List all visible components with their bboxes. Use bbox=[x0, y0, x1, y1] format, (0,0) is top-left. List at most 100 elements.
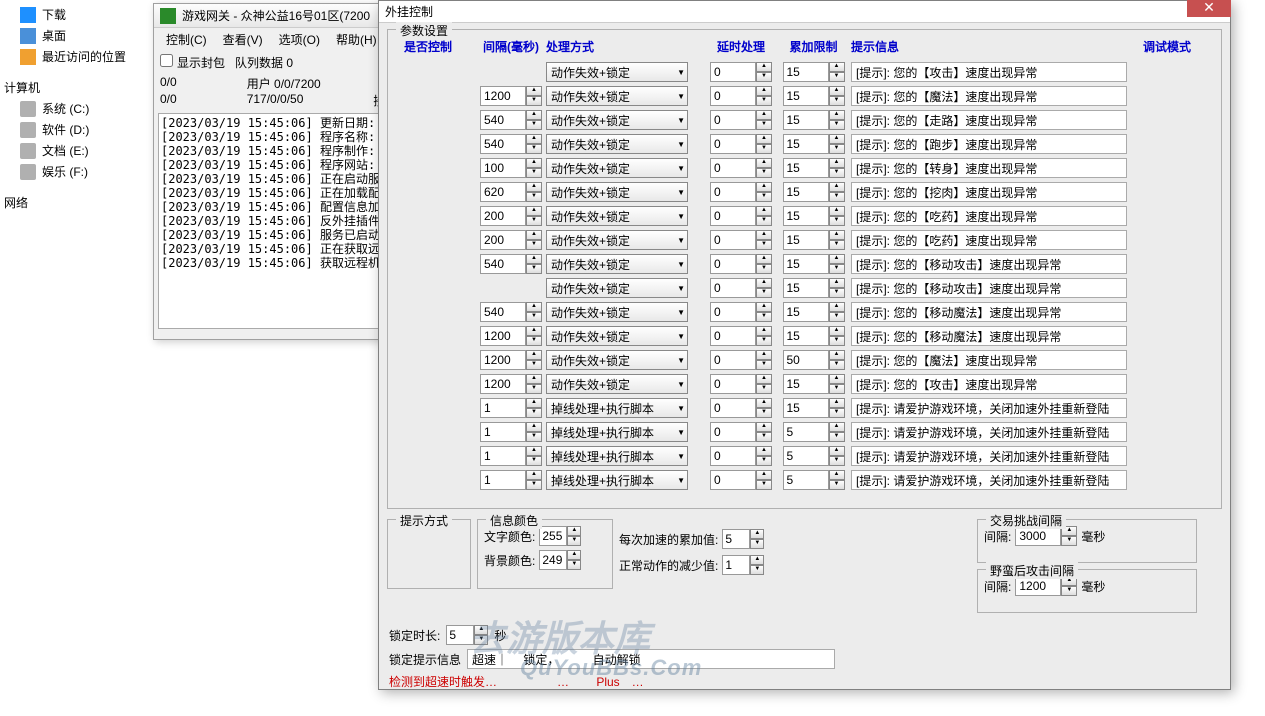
interval-spinner[interactable]: ▲▼ bbox=[480, 326, 542, 346]
delay-spinner[interactable]: ▲▼ bbox=[710, 182, 772, 202]
menu-item[interactable]: 选项(O) bbox=[271, 29, 328, 50]
limit-spinner[interactable]: ▲▼ bbox=[783, 350, 845, 370]
interval-spinner[interactable]: ▲▼ bbox=[480, 110, 542, 130]
limit-spinner[interactable]: ▲▼ bbox=[783, 278, 845, 298]
hint-field[interactable]: [提示]: 您的【移动魔法】速度出现异常 bbox=[851, 326, 1127, 346]
interval-spinner[interactable]: ▲▼ bbox=[480, 254, 542, 274]
limit-spinner[interactable]: ▲▼ bbox=[783, 206, 845, 226]
limit-spinner[interactable]: ▲▼ bbox=[783, 182, 845, 202]
trade-interval-spinner[interactable]: ▲▼ bbox=[1015, 526, 1077, 546]
network-node[interactable]: 网络 bbox=[0, 192, 148, 213]
delay-spinner[interactable]: ▲▼ bbox=[710, 350, 772, 370]
menu-item[interactable]: 帮助(H) bbox=[328, 29, 385, 50]
wild-interval-spinner[interactable]: ▲▼ bbox=[1015, 576, 1077, 596]
method-combo[interactable]: 动作失效+锁定▼ bbox=[546, 182, 688, 202]
hint-field[interactable]: [提示]: 您的【移动魔法】速度出现异常 bbox=[851, 302, 1127, 322]
interval-spinner[interactable]: ▲▼ bbox=[480, 302, 542, 322]
drive-item[interactable]: 娱乐 (F:) bbox=[0, 161, 148, 182]
method-combo[interactable]: 动作失效+锁定▼ bbox=[546, 158, 688, 178]
interval-spinner[interactable]: ▲▼ bbox=[480, 182, 542, 202]
hint-field[interactable]: [提示]: 您的【吃药】速度出现异常 bbox=[851, 230, 1127, 250]
computer-node[interactable]: 计算机 bbox=[0, 77, 148, 98]
reduce-spinner[interactable]: ▲▼ bbox=[722, 555, 764, 575]
delay-spinner[interactable]: ▲▼ bbox=[710, 326, 772, 346]
hint-field[interactable]: [提示]: 您的【跑步】速度出现异常 bbox=[851, 134, 1127, 154]
method-combo[interactable]: 动作失效+锁定▼ bbox=[546, 326, 688, 346]
accum-spinner[interactable]: ▲▼ bbox=[722, 529, 764, 549]
limit-spinner[interactable]: ▲▼ bbox=[783, 422, 845, 442]
interval-spinner[interactable]: ▲▼ bbox=[480, 470, 542, 490]
delay-spinner[interactable]: ▲▼ bbox=[710, 302, 772, 322]
lock-time-spinner[interactable]: ▲▼ bbox=[446, 625, 488, 645]
method-combo[interactable]: 动作失效+锁定▼ bbox=[546, 110, 688, 130]
hint-field[interactable]: [提示]: 请爱护游戏环境，关闭加速外挂重新登陆 bbox=[851, 470, 1127, 490]
interval-spinner[interactable]: ▲▼ bbox=[480, 206, 542, 226]
limit-spinner[interactable]: ▲▼ bbox=[783, 254, 845, 274]
method-combo[interactable]: 动作失效+锁定▼ bbox=[546, 86, 688, 106]
tree-item[interactable]: 最近访问的位置 bbox=[0, 46, 148, 67]
method-combo[interactable]: 动作失效+锁定▼ bbox=[546, 350, 688, 370]
method-combo[interactable]: 掉线处理+执行脚本▼ bbox=[546, 398, 688, 418]
method-combo[interactable]: 动作失效+锁定▼ bbox=[546, 134, 688, 154]
delay-spinner[interactable]: ▲▼ bbox=[710, 278, 772, 298]
delay-spinner[interactable]: ▲▼ bbox=[710, 230, 772, 250]
tree-item[interactable]: 下载 bbox=[0, 4, 148, 25]
delay-spinner[interactable]: ▲▼ bbox=[710, 446, 772, 466]
limit-spinner[interactable]: ▲▼ bbox=[783, 398, 845, 418]
limit-spinner[interactable]: ▲▼ bbox=[783, 158, 845, 178]
delay-spinner[interactable]: ▲▼ bbox=[710, 398, 772, 418]
delay-spinner[interactable]: ▲▼ bbox=[710, 110, 772, 130]
drive-item[interactable]: 文档 (E:) bbox=[0, 140, 148, 161]
hint-field[interactable]: [提示]: 您的【移动攻击】速度出现异常 bbox=[851, 254, 1127, 274]
bg-color-spinner[interactable]: ▲▼ bbox=[539, 550, 581, 570]
method-combo[interactable]: 动作失效+锁定▼ bbox=[546, 374, 688, 394]
limit-spinner[interactable]: ▲▼ bbox=[783, 110, 845, 130]
drive-item[interactable]: 软件 (D:) bbox=[0, 119, 148, 140]
method-combo[interactable]: 动作失效+锁定▼ bbox=[546, 230, 688, 250]
delay-spinner[interactable]: ▲▼ bbox=[710, 422, 772, 442]
delay-spinner[interactable]: ▲▼ bbox=[710, 158, 772, 178]
drive-item[interactable]: 系统 (C:) bbox=[0, 98, 148, 119]
method-combo[interactable]: 掉线处理+执行脚本▼ bbox=[546, 470, 688, 490]
show-pack-checkbox[interactable]: 显示封包 bbox=[160, 54, 225, 71]
hint-field[interactable]: [提示]: 您的【挖肉】速度出现异常 bbox=[851, 182, 1127, 202]
delay-spinner[interactable]: ▲▼ bbox=[710, 470, 772, 490]
interval-spinner[interactable]: ▲▼ bbox=[480, 134, 542, 154]
limit-spinner[interactable]: ▲▼ bbox=[783, 302, 845, 322]
delay-spinner[interactable]: ▲▼ bbox=[710, 134, 772, 154]
interval-spinner[interactable]: ▲▼ bbox=[480, 422, 542, 442]
limit-spinner[interactable]: ▲▼ bbox=[783, 230, 845, 250]
method-combo[interactable]: 动作失效+锁定▼ bbox=[546, 302, 688, 322]
hint-field[interactable]: [提示]: 请爱护游戏环境，关闭加速外挂重新登陆 bbox=[851, 446, 1127, 466]
method-combo[interactable]: 掉线处理+执行脚本▼ bbox=[546, 446, 688, 466]
delay-spinner[interactable]: ▲▼ bbox=[710, 62, 772, 82]
hint-field[interactable]: [提示]: 您的【魔法】速度出现异常 bbox=[851, 86, 1127, 106]
limit-spinner[interactable]: ▲▼ bbox=[783, 470, 845, 490]
hint-field[interactable]: [提示]: 请爱护游戏环境，关闭加速外挂重新登陆 bbox=[851, 398, 1127, 418]
method-combo[interactable]: 动作失效+锁定▼ bbox=[546, 254, 688, 274]
hint-field[interactable]: [提示]: 您的【吃药】速度出现异常 bbox=[851, 206, 1127, 226]
hint-field[interactable]: [提示]: 您的【走路】速度出现异常 bbox=[851, 110, 1127, 130]
limit-spinner[interactable]: ▲▼ bbox=[783, 62, 845, 82]
interval-spinner[interactable]: ▲▼ bbox=[480, 158, 542, 178]
hint-field[interactable]: [提示]: 您的【魔法】速度出现异常 bbox=[851, 350, 1127, 370]
interval-spinner[interactable]: ▲▼ bbox=[480, 86, 542, 106]
lock-hint-input[interactable] bbox=[467, 649, 835, 669]
limit-spinner[interactable]: ▲▼ bbox=[783, 446, 845, 466]
hint-field[interactable]: [提示]: 请爱护游戏环境，关闭加速外挂重新登陆 bbox=[851, 422, 1127, 442]
limit-spinner[interactable]: ▲▼ bbox=[783, 326, 845, 346]
method-combo[interactable]: 掉线处理+执行脚本▼ bbox=[546, 422, 688, 442]
delay-spinner[interactable]: ▲▼ bbox=[710, 86, 772, 106]
menu-item[interactable]: 控制(C) bbox=[158, 29, 215, 50]
limit-spinner[interactable]: ▲▼ bbox=[783, 86, 845, 106]
hint-field[interactable]: [提示]: 您的【攻击】速度出现异常 bbox=[851, 62, 1127, 82]
interval-spinner[interactable]: ▲▼ bbox=[480, 350, 542, 370]
limit-spinner[interactable]: ▲▼ bbox=[783, 134, 845, 154]
interval-spinner[interactable]: ▲▼ bbox=[480, 398, 542, 418]
hint-field[interactable]: [提示]: 您的【转身】速度出现异常 bbox=[851, 158, 1127, 178]
interval-spinner[interactable]: ▲▼ bbox=[480, 446, 542, 466]
delay-spinner[interactable]: ▲▼ bbox=[710, 374, 772, 394]
text-color-spinner[interactable]: ▲▼ bbox=[539, 526, 581, 546]
hint-field[interactable]: [提示]: 您的【攻击】速度出现异常 bbox=[851, 374, 1127, 394]
method-combo[interactable]: 动作失效+锁定▼ bbox=[546, 62, 688, 82]
